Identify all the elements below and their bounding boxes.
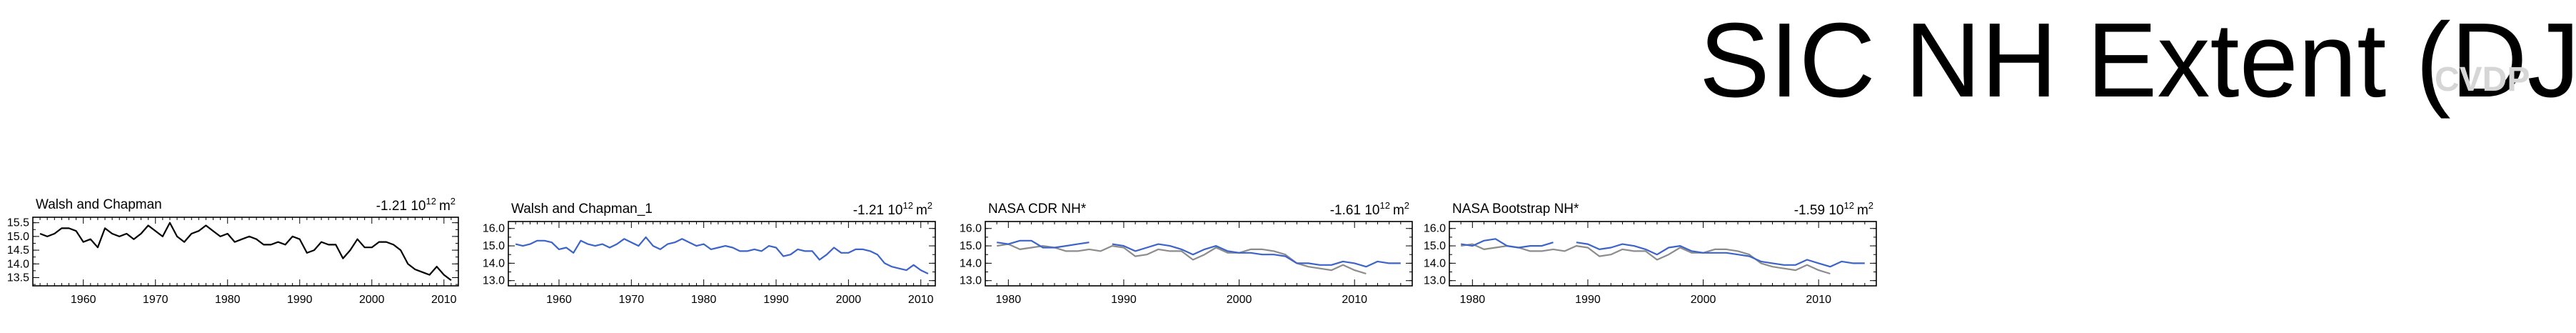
panel-title: NASA Bootstrap NH* <box>1452 202 1579 217</box>
trend-exponent: 12 <box>1843 200 1853 211</box>
x-tick-label: 2000 <box>1227 294 1252 306</box>
y-tick-label: 13.0 <box>483 275 505 287</box>
chart-panel-4: NASA Bootstrap NH* -1.59 1012 m2 1980 1990 20… <box>1424 200 1877 306</box>
x-tick-label: 1960 <box>71 294 96 306</box>
cvdp-watermark: CVDP <box>2435 61 2530 99</box>
trend-value: -1.59 10 <box>1794 203 1844 218</box>
x-tick-label: 1970 <box>619 294 645 306</box>
y-tick-label: 15.0 <box>483 240 505 252</box>
x-tick-label: 2010 <box>1806 294 1831 306</box>
trend-unit: m <box>1857 203 1868 218</box>
x-tick-label: 1980 <box>1460 294 1486 306</box>
series-line-1 <box>515 236 929 274</box>
series-line-2 <box>997 239 1090 249</box>
plot-frame <box>32 217 459 287</box>
panel-title: Walsh and Chapman_1 <box>511 202 653 217</box>
y-tick-label: 15.0 <box>7 231 29 243</box>
series-line-1 <box>1461 243 1831 275</box>
x-tick-label: 1980 <box>996 294 1022 306</box>
y-tick-label: 15.0 <box>960 240 982 252</box>
trend-value: -1.21 10 <box>853 203 903 218</box>
panel-title: Walsh and Chapman <box>36 197 162 212</box>
y-tick-label: 14.0 <box>7 258 29 270</box>
x-tick-label: 2000 <box>836 294 862 306</box>
y-tick-label: 14.0 <box>483 257 505 269</box>
page-title: SIC NH Extent (DJF) <box>1699 1 2576 119</box>
y-tick-label: 16.0 <box>960 223 982 235</box>
plot-frame <box>508 221 936 287</box>
chart-panel-1: Walsh and Chapman -1.21 1012 m2 1960 1970 198… <box>7 196 459 306</box>
x-tick-label: 1980 <box>215 294 241 306</box>
y-tick-label: 14.5 <box>7 244 29 257</box>
trend-unit: m <box>439 199 451 214</box>
x-tick-label: 2010 <box>1342 294 1367 306</box>
y-tick-label: 13.0 <box>1424 275 1446 287</box>
trend-label: -1.21 1012 m2 <box>853 200 932 218</box>
x-tick-label: 2010 <box>431 294 457 306</box>
series-line-2 <box>1461 238 1554 249</box>
x-tick-label: 1970 <box>143 294 168 306</box>
y-tick-label: 16.0 <box>483 223 505 235</box>
trend-label: -1.59 1012 m2 <box>1794 200 1873 218</box>
trend-exponent: 12 <box>902 200 912 211</box>
y-tick-label: 14.0 <box>960 257 982 269</box>
x-tick-label: 1990 <box>287 294 313 306</box>
plot-frame <box>985 221 1413 287</box>
trend-value: -1.21 10 <box>376 199 426 214</box>
trend-unit: m <box>916 203 927 218</box>
trend-unit-exponent: 2 <box>1404 200 1409 211</box>
trend-label: -1.61 1012 m2 <box>1330 200 1409 218</box>
x-tick-label: 2010 <box>908 294 934 306</box>
x-tick-label: 1960 <box>546 294 572 306</box>
chart-panel-2: Walsh and Chapman_1 -1.21 1012 m2 1960 1970 1… <box>483 200 936 306</box>
trend-unit-exponent: 2 <box>1868 200 1873 211</box>
x-tick-label: 1990 <box>763 294 789 306</box>
trend-unit-exponent: 2 <box>927 200 932 211</box>
x-tick-label: 2000 <box>359 294 385 306</box>
trend-exponent: 12 <box>1379 200 1389 211</box>
series-line-1 <box>39 222 452 282</box>
series-line-3 <box>1576 242 1865 268</box>
chart-panel-3: NASA CDR NH* -1.61 1012 m2 1980 1990 2000 2010… <box>960 200 1413 306</box>
y-tick-label: 13.5 <box>7 272 29 284</box>
y-tick-label: 15.0 <box>1424 240 1446 252</box>
x-tick-label: 1980 <box>691 294 717 306</box>
plot-frame <box>1449 221 1877 287</box>
y-tick-label: 15.5 <box>7 217 29 229</box>
trend-label: -1.21 1012 m2 <box>376 196 456 214</box>
y-tick-label: 13.0 <box>960 275 982 287</box>
trend-unit: m <box>1393 203 1404 218</box>
trend-unit-exponent: 2 <box>451 196 456 207</box>
x-tick-label: 1990 <box>1575 294 1601 306</box>
series-line-1 <box>997 243 1367 275</box>
y-tick-label: 16.0 <box>1424 223 1446 235</box>
x-tick-label: 2000 <box>1691 294 1716 306</box>
trend-exponent: 12 <box>426 196 436 207</box>
panel-title: NASA CDR NH* <box>988 202 1087 217</box>
series-line-3 <box>1112 243 1401 268</box>
x-tick-label: 1990 <box>1111 294 1137 306</box>
y-tick-label: 14.0 <box>1424 257 1446 269</box>
trend-value: -1.61 10 <box>1330 203 1380 218</box>
